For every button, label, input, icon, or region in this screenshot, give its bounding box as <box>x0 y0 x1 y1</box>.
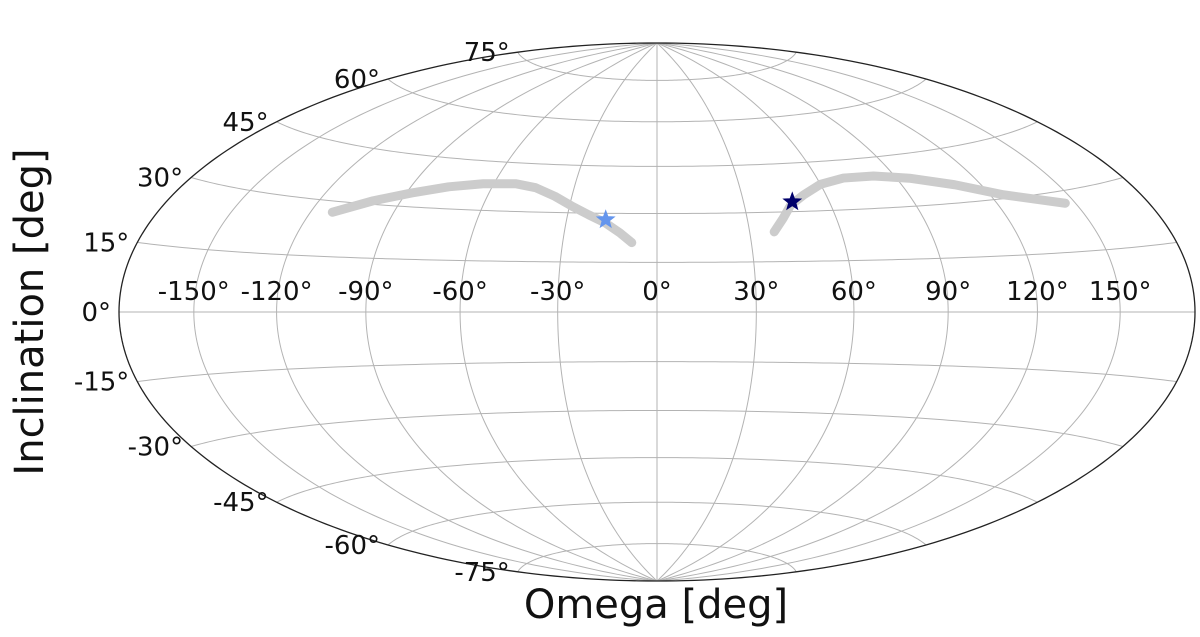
parallel-gridline <box>387 501 927 546</box>
x-tick-label: -90° <box>338 277 393 307</box>
y-tick-label: 60° <box>334 65 380 95</box>
star-marker-2-0 <box>595 209 616 229</box>
y-tick-label: 0° <box>81 298 111 328</box>
y-tick-label: 45° <box>223 108 269 138</box>
x-tick-label: 150° <box>1089 277 1152 307</box>
x-axis-label: Omega [deg] <box>524 582 788 628</box>
x-tick-label: 30° <box>733 277 779 307</box>
x-tick-label: 90° <box>925 277 971 307</box>
x-tick-label: -120° <box>241 277 313 307</box>
parallel-gridline <box>190 177 1124 215</box>
tick-layer: -150° -120° -90° -60° -30° 0° 30° 60° 90° 120° 150… <box>74 38 1152 588</box>
x-tick-label: -150° <box>158 277 230 307</box>
parallel-gridline <box>276 457 1038 503</box>
parallel-gridline <box>517 51 797 81</box>
y-tick-label: -75° <box>454 558 509 588</box>
data-layer <box>327 171 1070 248</box>
y-tick-label: 15° <box>83 228 129 258</box>
y-tick-label: -15° <box>74 368 129 398</box>
y-tick-label: 30° <box>137 164 183 194</box>
parallel-gridline <box>276 121 1038 167</box>
parallel-gridline <box>190 409 1124 447</box>
parallel-gridline <box>137 361 1177 383</box>
y-tick-label: -60° <box>325 531 380 561</box>
y-axis-label: Inclination [deg] <box>7 148 53 475</box>
parallel-gridline <box>137 241 1177 263</box>
x-tick-label: 120° <box>1006 277 1069 307</box>
parallel-gridline <box>517 543 797 573</box>
grid-layer <box>119 42 1195 582</box>
y-tick-label: 75° <box>464 38 510 68</box>
parallel-gridline <box>387 78 927 123</box>
y-tick-label: -45° <box>213 488 268 518</box>
x-tick-label: 0° <box>642 277 672 307</box>
x-tick-label: -60° <box>432 277 487 307</box>
orbit-track-0 <box>327 179 637 248</box>
star-marker-3-0 <box>782 191 803 211</box>
y-tick-label: -30° <box>128 433 183 463</box>
x-tick-label: 60° <box>831 277 877 307</box>
orbit-track-1 <box>769 171 1070 237</box>
x-tick-label: -30° <box>530 277 585 307</box>
plot-outline <box>118 42 1196 582</box>
